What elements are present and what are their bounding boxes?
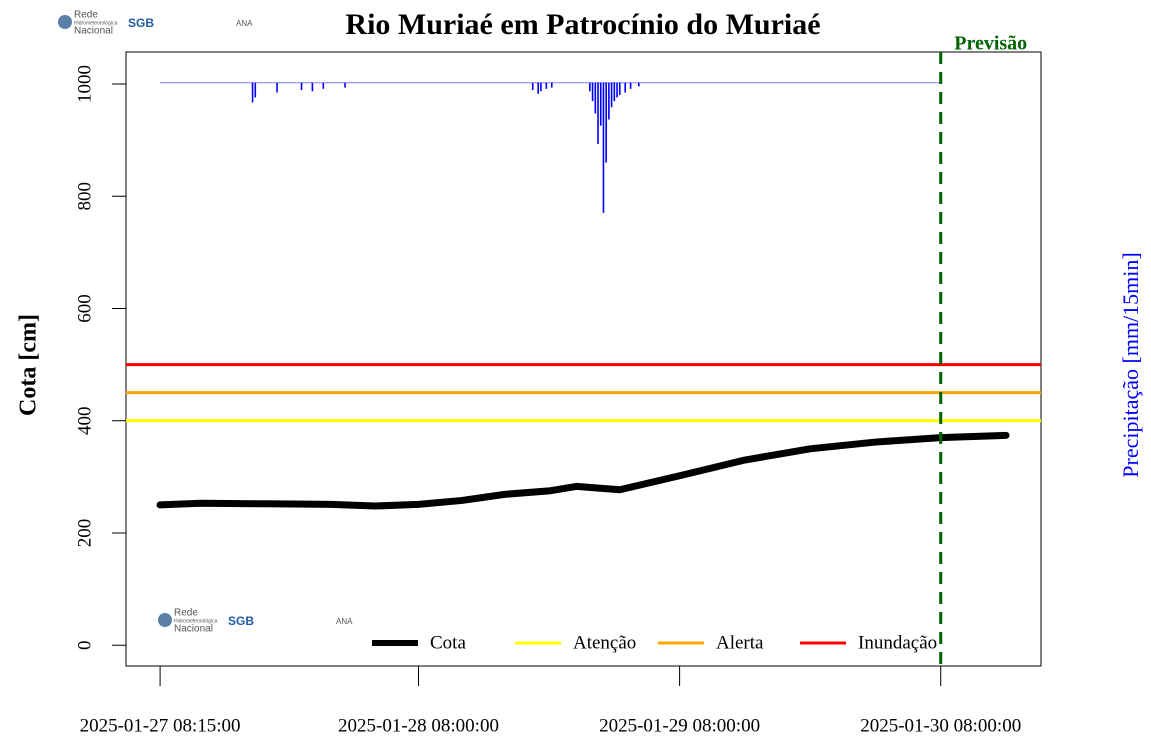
logo-text: SGB — [128, 16, 154, 30]
logo-text: ANA — [236, 19, 253, 28]
legend-label: Inundação — [858, 632, 937, 653]
logo-text: Rede — [74, 10, 98, 21]
y-tick-label: 400 — [74, 406, 95, 435]
logo-text: ANA — [336, 617, 353, 626]
legend-label: Alerta — [716, 632, 764, 653]
y-tick-label: 600 — [74, 294, 95, 323]
legend-label: Cota — [430, 632, 466, 653]
logo-icon — [58, 15, 72, 29]
y-tick-label: 200 — [74, 519, 95, 548]
logo-text: Hidrometeorológica — [74, 20, 118, 26]
y-tick-label: 1000 — [74, 65, 95, 103]
x-tick-label: 2025-01-30 08:00:00 — [860, 715, 1021, 736]
logo-text: SGB — [228, 614, 254, 628]
x-tick-label: 2025-01-29 08:00:00 — [599, 715, 760, 736]
cota-line — [156, 431, 1010, 510]
y-tick-label: 800 — [74, 182, 95, 211]
logo-text: Nacional — [74, 26, 113, 37]
logo-icon — [158, 613, 172, 627]
legend-label: Atenção — [573, 632, 636, 653]
x-tick-label: 2025-01-27 08:15:00 — [80, 715, 241, 736]
chart-title: Rio Muriaé em Patrocínio do Muriaé — [345, 8, 820, 41]
y2-axis-label: Precipitação [mm/15min] — [1118, 252, 1143, 477]
plot-frame — [125, 51, 1042, 667]
forecast-label: Previsão — [954, 33, 1027, 55]
y-axis-label: Cota [cm] — [16, 314, 42, 416]
y-tick-label: 0 — [74, 640, 95, 650]
logo-text: Rede — [174, 608, 198, 619]
logo-text: Hidrometeorológica — [174, 618, 218, 624]
logo-text: Nacional — [174, 624, 213, 635]
x-tick-label: 2025-01-28 08:00:00 — [338, 715, 499, 736]
